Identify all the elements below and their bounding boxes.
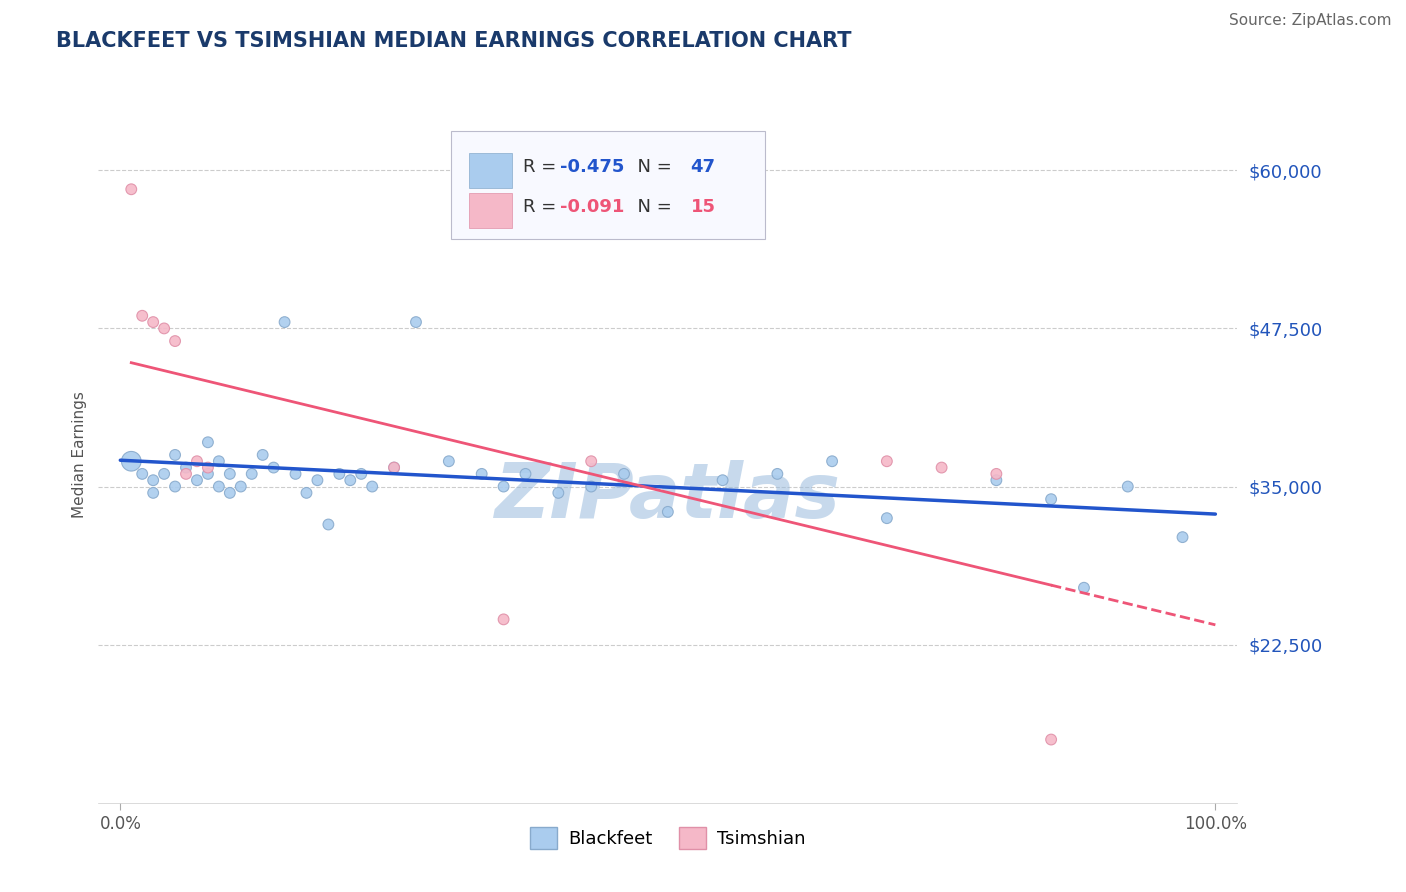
Point bbox=[1116, 479, 1139, 493]
Point bbox=[515, 467, 537, 481]
Point bbox=[471, 467, 494, 481]
Point bbox=[218, 467, 240, 481]
Point bbox=[1073, 581, 1095, 595]
Point bbox=[1171, 530, 1194, 544]
Point bbox=[986, 467, 1008, 481]
Point bbox=[208, 454, 231, 468]
FancyBboxPatch shape bbox=[451, 131, 765, 239]
Point bbox=[120, 182, 142, 196]
Point bbox=[273, 315, 295, 329]
Point bbox=[1040, 732, 1063, 747]
Point bbox=[186, 454, 208, 468]
Text: R =: R = bbox=[523, 198, 562, 216]
Point bbox=[186, 473, 208, 487]
Point bbox=[328, 467, 350, 481]
Bar bbox=[468, 153, 512, 187]
Point bbox=[295, 486, 318, 500]
Text: N =: N = bbox=[626, 198, 678, 216]
Text: ZIPatlas: ZIPatlas bbox=[495, 459, 841, 533]
Point bbox=[307, 473, 329, 487]
Point bbox=[208, 479, 231, 493]
Point bbox=[131, 309, 153, 323]
Point bbox=[382, 460, 405, 475]
Point bbox=[284, 467, 307, 481]
Point bbox=[766, 467, 789, 481]
Point bbox=[339, 473, 361, 487]
Point bbox=[153, 467, 176, 481]
Point bbox=[165, 448, 187, 462]
Point bbox=[218, 486, 240, 500]
Point bbox=[142, 315, 165, 329]
Point bbox=[547, 486, 569, 500]
Point bbox=[240, 467, 263, 481]
Text: -0.091: -0.091 bbox=[560, 198, 624, 216]
Point bbox=[382, 460, 405, 475]
Point bbox=[361, 479, 384, 493]
Text: -0.475: -0.475 bbox=[560, 158, 624, 176]
Point bbox=[197, 435, 219, 450]
Point bbox=[197, 460, 219, 475]
Point bbox=[131, 467, 153, 481]
Point bbox=[120, 454, 142, 468]
Point bbox=[174, 460, 197, 475]
Point bbox=[492, 479, 515, 493]
Legend: Blackfeet, Tsimshian: Blackfeet, Tsimshian bbox=[523, 820, 813, 856]
Text: 15: 15 bbox=[690, 198, 716, 216]
Point bbox=[492, 612, 515, 626]
Point bbox=[252, 448, 274, 462]
Point bbox=[579, 479, 602, 493]
Point bbox=[579, 454, 602, 468]
Y-axis label: Median Earnings: Median Earnings bbox=[72, 392, 87, 518]
Point bbox=[437, 454, 460, 468]
Point bbox=[821, 454, 844, 468]
Point bbox=[876, 454, 898, 468]
Point bbox=[263, 460, 285, 475]
Point bbox=[711, 473, 734, 487]
Point bbox=[142, 473, 165, 487]
Point bbox=[229, 479, 252, 493]
Point bbox=[1040, 492, 1063, 507]
Point bbox=[986, 473, 1008, 487]
Point bbox=[318, 517, 340, 532]
Bar bbox=[468, 194, 512, 228]
Point bbox=[931, 460, 953, 475]
Text: R =: R = bbox=[523, 158, 562, 176]
Text: BLACKFEET VS TSIMSHIAN MEDIAN EARNINGS CORRELATION CHART: BLACKFEET VS TSIMSHIAN MEDIAN EARNINGS C… bbox=[56, 31, 852, 51]
Point bbox=[405, 315, 427, 329]
Text: 47: 47 bbox=[690, 158, 716, 176]
Point bbox=[613, 467, 636, 481]
Point bbox=[657, 505, 679, 519]
Point bbox=[174, 467, 197, 481]
Text: Source: ZipAtlas.com: Source: ZipAtlas.com bbox=[1229, 13, 1392, 29]
Text: N =: N = bbox=[626, 158, 678, 176]
Point bbox=[165, 334, 187, 348]
Point bbox=[350, 467, 373, 481]
Point bbox=[197, 467, 219, 481]
Point bbox=[142, 486, 165, 500]
Point bbox=[165, 479, 187, 493]
Point bbox=[876, 511, 898, 525]
Point bbox=[153, 321, 176, 335]
